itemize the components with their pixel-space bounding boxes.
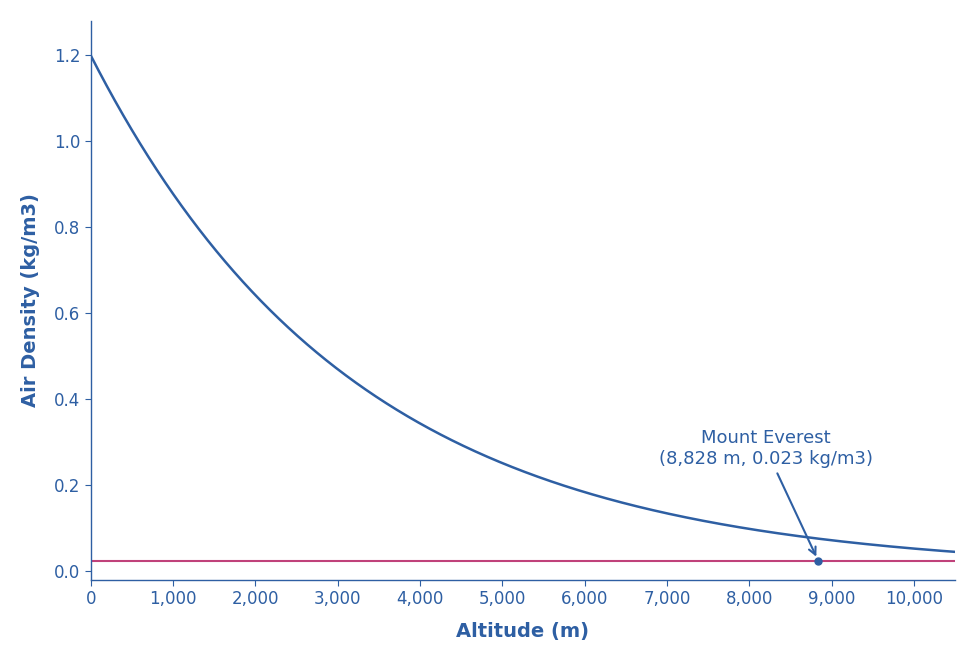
Y-axis label: Air Density (kg/m3): Air Density (kg/m3) (20, 193, 40, 407)
Text: Mount Everest
(8,828 m, 0.023 kg/m3): Mount Everest (8,828 m, 0.023 kg/m3) (659, 429, 873, 555)
X-axis label: Altitude (m): Altitude (m) (457, 622, 590, 641)
